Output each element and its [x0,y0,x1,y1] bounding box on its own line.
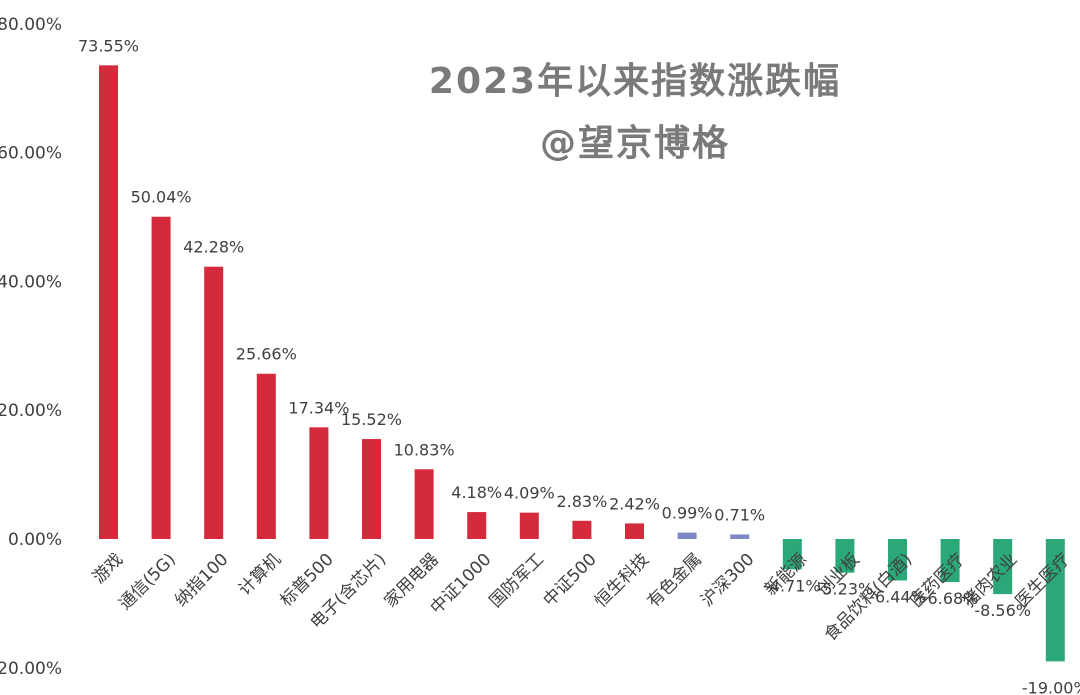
data-label: 73.55% [78,36,139,55]
data-label: -6.44% [869,587,926,606]
x-tick-label: 沪深300 [697,550,758,611]
data-label: -5.23% [817,580,874,599]
data-label: -6.68% [922,589,979,608]
x-tick-label: 中证500 [540,550,601,611]
bar [151,216,171,539]
bar [782,539,802,570]
data-label: 15.52% [341,410,402,429]
data-label: -8.56% [974,601,1031,620]
bar [414,469,434,539]
y-tick-label: 60.00% [0,144,62,164]
bar [467,512,487,539]
x-tick-label: 恒生科技 [591,550,653,612]
x-tick-label: 国防军工 [486,550,548,612]
data-label: 10.83% [394,440,455,459]
y-tick-label: -20.00% [0,659,62,679]
chart-subtitle: @望京博格 [539,123,730,164]
data-label: -19.00% [1022,678,1080,695]
bar [204,266,224,539]
x-tick-label: 有色金属 [644,550,706,612]
bar [677,532,697,539]
data-label: 2.83% [556,492,607,511]
data-label: 4.09% [504,484,555,503]
bar [730,534,750,539]
data-label: 4.18% [451,483,502,502]
bar [256,373,276,539]
bar [309,427,329,539]
data-label: 2.42% [609,494,660,513]
x-tick-label: 游戏 [89,550,127,588]
data-label: 0.71% [714,505,765,524]
data-label: -4.71% [764,576,821,595]
y-tick-label: 0.00% [8,530,62,550]
bar [993,539,1013,595]
bar [625,523,644,539]
bar [99,65,118,539]
y-tick-label: 40.00% [0,272,62,292]
data-label: 17.34% [288,398,349,417]
bar [572,520,592,539]
y-tick-label: 20.00% [0,401,62,421]
data-label: 25.66% [236,345,297,364]
bar [888,539,907,581]
data-label: 50.04% [131,188,192,207]
bar [519,512,539,539]
bar [1045,539,1065,662]
data-label: 42.28% [183,238,244,257]
bar [940,539,960,583]
bar [835,539,855,573]
data-label: 0.99% [662,504,713,523]
bar [362,439,381,539]
y-axis: -20.00% 0.00% 20.00% 40.00% 60.00% 80.00% [0,15,62,679]
data-labels: 73.55% 50.04% 42.28% 25.66% 17.34%15.52% 10.8… [78,36,1080,695]
x-tick-label: 计算机 [235,550,285,600]
x-tick-label: 通信(5G) [115,550,180,615]
bars [99,65,1065,662]
y-tick-label: 80.00% [0,15,62,35]
x-tick-label: 纳指100 [171,550,232,611]
chart-title: 2023年以来指数涨跌幅 [428,61,842,102]
